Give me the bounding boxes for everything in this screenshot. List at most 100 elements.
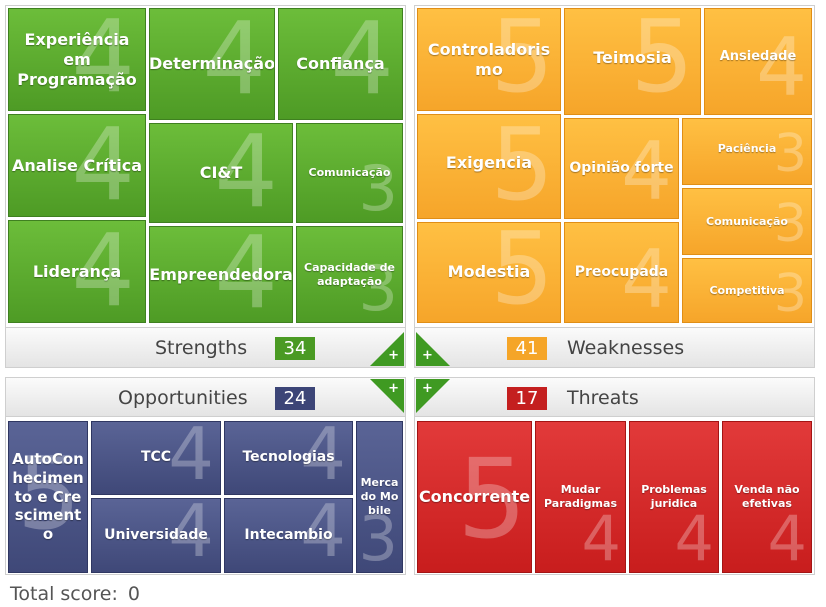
strengths-header: Strengths 34 — [5, 327, 406, 368]
strength-score: 4 — [71, 114, 135, 217]
strength-label: Confiança — [296, 54, 385, 73]
total-score-label: Total score: — [10, 583, 118, 605]
opportunity-label: TCC — [140, 449, 172, 466]
strength-tile[interactable]: 4 Liderança — [8, 220, 146, 323]
weakness-tile[interactable]: 5 Controladorismo — [417, 8, 561, 111]
strength-score: 4 — [214, 123, 278, 223]
plus-icon: + — [388, 348, 399, 363]
weakness-score: 4 — [621, 125, 672, 218]
weakness-tile[interactable]: 5 Teimosia — [564, 8, 701, 115]
weakness-score: 3 — [773, 194, 807, 254]
strength-score: 4 — [330, 8, 394, 117]
threat-label: Concorrente — [418, 487, 531, 506]
weakness-label: Paciência — [717, 141, 777, 155]
weakness-label: Modestia — [447, 261, 531, 281]
total-score-value: 0 — [127, 583, 141, 605]
strength-label: Analise Crítica — [11, 155, 142, 175]
weakness-label: Comunicação — [706, 214, 788, 228]
opportunity-tile[interactable]: 5 AutoConhecimento e Crescimento — [8, 421, 88, 573]
strength-label: CI&T — [199, 163, 243, 182]
add-threat-button[interactable]: + — [416, 379, 451, 414]
add-opportunity-button[interactable]: + — [369, 379, 404, 414]
threat-score: 4 — [581, 502, 621, 573]
opportunity-score: 4 — [168, 421, 214, 495]
strength-tile[interactable]: 4 Experiência em Programação — [8, 8, 146, 111]
opportunities-count-badge: 24 — [275, 387, 315, 410]
weakness-label: Preocupada — [574, 263, 669, 280]
threat-tile[interactable]: 4 Mudar Paradigmas — [535, 421, 626, 573]
strength-label: Determinação — [149, 54, 275, 73]
weaknesses-header: 41 Weaknesses — [414, 327, 815, 368]
strength-score: 4 — [214, 226, 278, 323]
add-strength-button[interactable]: + — [369, 331, 404, 366]
weakness-label: Exigencia — [445, 152, 533, 172]
strength-label: Experiência em Programação — [17, 29, 137, 89]
plus-icon: + — [422, 381, 433, 396]
weakness-score: 4 — [756, 21, 807, 114]
strength-score: 4 — [71, 220, 135, 323]
weakness-tile[interactable]: 5 Modestia — [417, 222, 561, 323]
weakness-label: Opinião forte — [569, 159, 674, 176]
strength-tile[interactable]: 4 Determinação — [149, 8, 275, 120]
plus-icon: + — [422, 348, 433, 363]
strength-tile[interactable]: 3 Capacidade de adaptação — [296, 226, 403, 323]
weaknesses-title: Weaknesses — [567, 337, 685, 359]
weakness-tile[interactable]: 4 Preocupada — [564, 222, 679, 323]
opportunity-tile[interactable]: 3 Mercado Mobile — [356, 421, 403, 573]
strength-label: Empreendedora — [149, 264, 293, 284]
opportunity-label: Mercado Mobile — [360, 476, 399, 517]
weakness-score: 3 — [773, 124, 807, 184]
opportunity-label: AutoConhecimento e Crescimento — [12, 450, 84, 544]
threat-tile[interactable]: 5 Concorrente — [417, 421, 532, 573]
strength-score: 3 — [358, 252, 398, 323]
strength-label: Capacidade de adaptação — [304, 260, 395, 288]
opportunities-header: Opportunities 24 — [5, 377, 406, 417]
threat-score: 4 — [674, 502, 714, 573]
opportunity-score: 4 — [168, 498, 214, 573]
strength-tile[interactable]: 3 Comunicação — [296, 123, 403, 223]
strength-tile[interactable]: 4 Analise Crítica — [8, 114, 146, 217]
strength-tile[interactable]: 4 CI&T — [149, 123, 293, 223]
threat-label: Problemas juridica — [641, 483, 707, 510]
strength-tile[interactable]: 4 Empreendedora — [149, 226, 293, 323]
strengths-title: Strengths — [155, 337, 248, 359]
weakness-tile[interactable]: 3 Comunicação — [682, 188, 812, 255]
threat-score: 5 — [457, 435, 527, 563]
opportunities-title: Opportunities — [118, 387, 248, 409]
weakness-tile[interactable]: 4 Opinião forte — [564, 118, 679, 219]
weakness-label: Teimosia — [593, 47, 672, 67]
add-weakness-icon — [416, 332, 450, 366]
weakness-label: Competitiva — [709, 283, 785, 297]
opportunity-tile[interactable]: 4 Tecnologias — [224, 421, 353, 495]
weakness-label: Ansiedade — [719, 49, 797, 65]
opportunity-label: Intecambio — [244, 526, 333, 543]
weakness-tile[interactable]: 4 Ansiedade — [704, 8, 812, 115]
add-strength-icon — [370, 332, 404, 366]
weakness-score: 3 — [773, 264, 807, 323]
opportunity-tile[interactable]: 4 Intecambio — [224, 498, 353, 573]
threat-tile[interactable]: 4 Problemas juridica — [629, 421, 719, 573]
threats-header: 17 Threats — [414, 377, 815, 417]
strength-score: 4 — [202, 8, 266, 117]
add-weakness-button[interactable]: + — [416, 331, 451, 366]
weakness-tile[interactable]: 3 Competitiva — [682, 258, 812, 323]
threat-tile[interactable]: 4 Venda não efetivas — [722, 421, 812, 573]
weakness-score: 4 — [621, 233, 672, 323]
opportunity-label: Tecnologias — [242, 449, 335, 466]
strength-score: 4 — [71, 8, 135, 111]
threats-title: Threats — [567, 387, 639, 409]
strength-tile[interactable]: 4 Confiança — [278, 8, 403, 120]
opportunity-tile[interactable]: 4 Universidade — [91, 498, 221, 573]
weakness-tile[interactable]: 3 Paciência — [682, 118, 812, 185]
strengths-count-badge: 34 — [275, 337, 315, 360]
weakness-label: Controladorismo — [427, 39, 551, 79]
opportunity-score: 4 — [300, 498, 346, 573]
add-opportunity-icon — [370, 379, 404, 413]
weakness-tile[interactable]: 5 Exigencia — [417, 114, 561, 219]
opportunity-tile[interactable]: 4 TCC — [91, 421, 221, 495]
strength-label: Liderança — [32, 261, 122, 281]
weaknesses-count-badge: 41 — [507, 337, 547, 360]
opportunity-score: 4 — [300, 421, 346, 495]
opportunity-score: 3 — [358, 502, 398, 573]
threat-score: 4 — [767, 502, 807, 573]
